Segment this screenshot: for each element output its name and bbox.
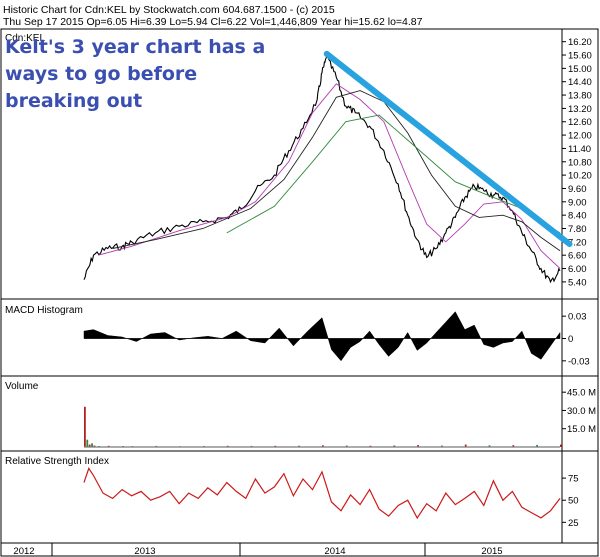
volume-bar bbox=[84, 406, 86, 447]
price-tick-label: 12.60 bbox=[568, 117, 592, 128]
price-tick-label: 7.20 bbox=[568, 237, 587, 248]
x-axis-year-label: 2015 bbox=[481, 546, 502, 557]
volume-tick-label: 45.0 M bbox=[567, 388, 596, 399]
volume-bar bbox=[536, 444, 538, 447]
volume-bar bbox=[226, 445, 229, 447]
volume-bar bbox=[345, 445, 348, 447]
volume-bar bbox=[274, 445, 277, 447]
volume-bar bbox=[298, 445, 300, 447]
annotation-line-2: ways to go before bbox=[5, 63, 197, 85]
macd-tick-label: 0.03 bbox=[568, 312, 587, 323]
volume-bar bbox=[107, 445, 110, 447]
volume-bar bbox=[488, 445, 491, 447]
price-tick-label: 10.80 bbox=[568, 157, 592, 168]
macd-panel-title: MACD Histogram bbox=[5, 305, 83, 316]
x-axis-year-label: 2014 bbox=[324, 546, 345, 557]
volume-bar bbox=[369, 445, 372, 447]
trend-line bbox=[323, 50, 573, 248]
price-tick-label: 9.60 bbox=[568, 184, 587, 195]
chart-header-quote: Thu Sep 17 2015 Op=6.05 Hi=6.39 Lo=5.94 … bbox=[3, 16, 423, 28]
volume-tick-label: 15.0 M bbox=[567, 424, 596, 435]
rsi-line bbox=[83, 467, 561, 520]
price-tick-label: 14.40 bbox=[568, 77, 592, 88]
price-tick-label: 5.40 bbox=[568, 277, 587, 288]
price-tick-label: 13.80 bbox=[568, 91, 592, 102]
price-tick-label: 6.60 bbox=[568, 251, 587, 262]
price-tick-label: 10.20 bbox=[568, 171, 592, 182]
macd-tick-label: 0 bbox=[568, 334, 573, 345]
volume-tick-label: 30.0 M bbox=[567, 406, 596, 417]
price-tick-label: 9.00 bbox=[568, 197, 587, 208]
price-tick-label: 13.20 bbox=[568, 104, 592, 115]
volume-bar bbox=[88, 444, 91, 447]
volume-panel-frame bbox=[0, 375, 599, 452]
macd-histogram bbox=[83, 311, 561, 362]
price-panel-symbol: Cdn:KEL bbox=[5, 33, 45, 44]
volume-bar bbox=[91, 443, 93, 447]
volume-bar bbox=[93, 445, 96, 447]
volume-bar bbox=[393, 445, 396, 447]
x-axis-year-label: 2012 bbox=[13, 546, 34, 557]
price-tick-label: 7.80 bbox=[568, 224, 587, 235]
price-tick-label: 15.00 bbox=[568, 64, 592, 75]
volume-bar bbox=[417, 445, 419, 447]
annotation-line-3: breaking out bbox=[5, 90, 142, 112]
rsi-tick-label: 75 bbox=[568, 474, 579, 485]
rsi-tick-label: 25 bbox=[568, 518, 579, 529]
volume-bar bbox=[560, 444, 562, 447]
rsi-panel-title: Relative Strength Index bbox=[5, 456, 109, 467]
macd-tick-label: -0.03 bbox=[568, 356, 590, 367]
volume-bar bbox=[441, 445, 443, 447]
price-tick-label: 8.40 bbox=[568, 211, 587, 222]
x-axis-frame bbox=[0, 542, 599, 557]
price-tick-label: 11.40 bbox=[568, 144, 591, 155]
price-series-moving-average-short bbox=[98, 83, 561, 269]
volume-bar bbox=[322, 445, 324, 447]
volume-bar bbox=[86, 439, 89, 447]
price-series-close bbox=[83, 56, 561, 284]
chart-header-title: Historic Chart for Cdn:KEL by Stockwatch… bbox=[3, 4, 335, 16]
price-tick-label: 15.60 bbox=[568, 51, 592, 62]
price-tick-label: 6.00 bbox=[568, 264, 587, 275]
volume-bar bbox=[464, 444, 467, 447]
x-axis-year-label: 2013 bbox=[134, 546, 155, 557]
price-series-moving-average-mid bbox=[112, 90, 561, 252]
volume-bar bbox=[512, 445, 515, 447]
rsi-tick-label: 50 bbox=[568, 496, 579, 507]
price-tick-label: 16.20 bbox=[568, 37, 592, 48]
annotation-line-1: Kelt's 3 year chart has a bbox=[5, 36, 265, 58]
price-tick-label: 12.00 bbox=[568, 131, 592, 142]
volume-panel-title: Volume bbox=[5, 381, 39, 392]
